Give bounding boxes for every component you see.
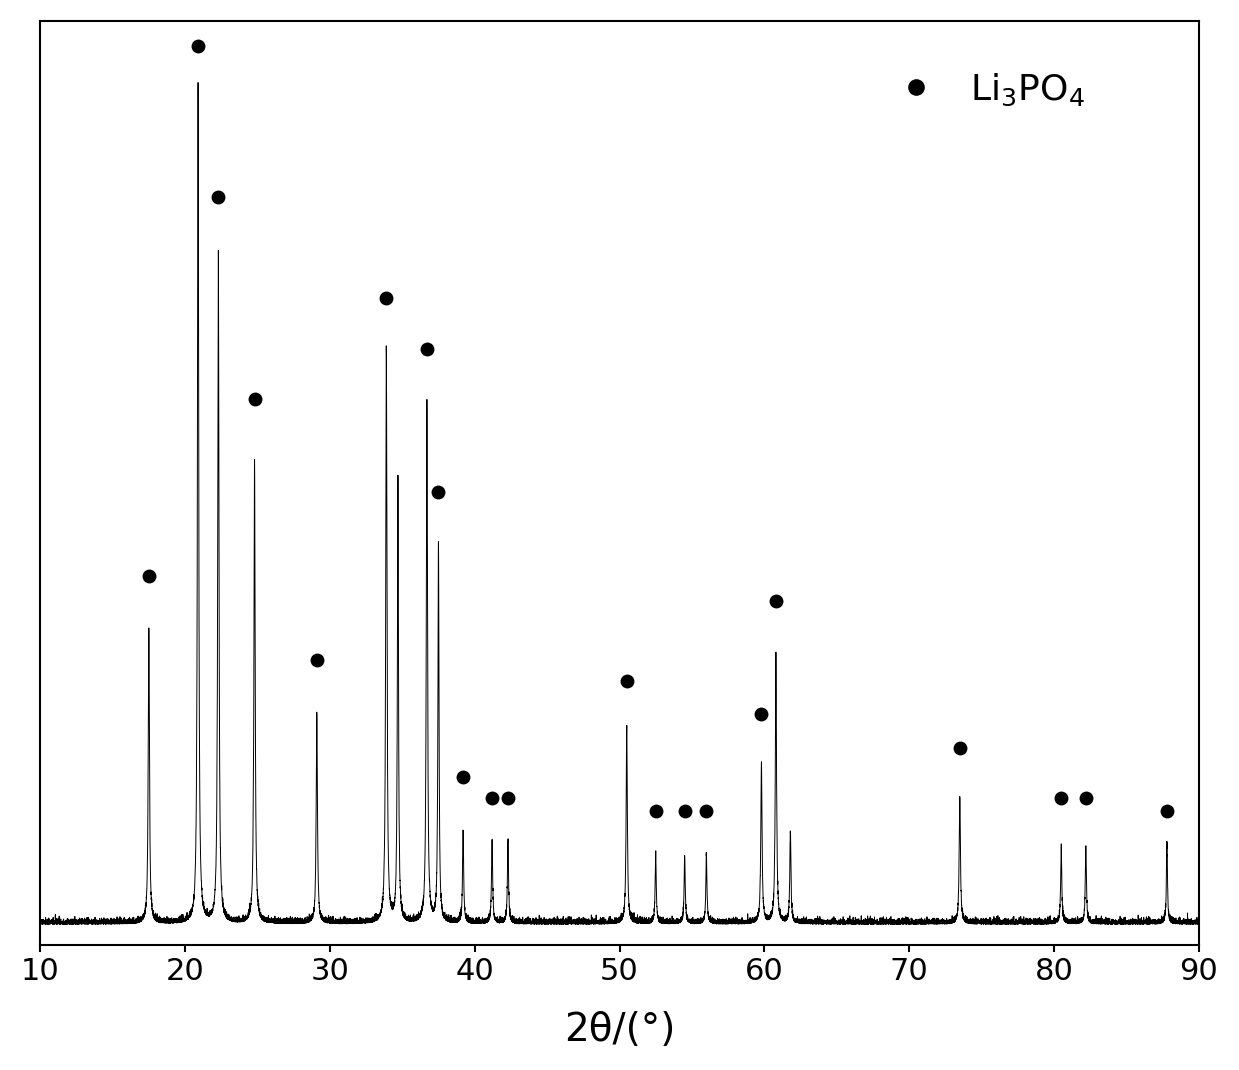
X-axis label: 2θ/(°): 2θ/(°) — [564, 1011, 675, 1050]
Legend: Li$_3$PO$_4$: Li$_3$PO$_4$ — [866, 58, 1100, 123]
